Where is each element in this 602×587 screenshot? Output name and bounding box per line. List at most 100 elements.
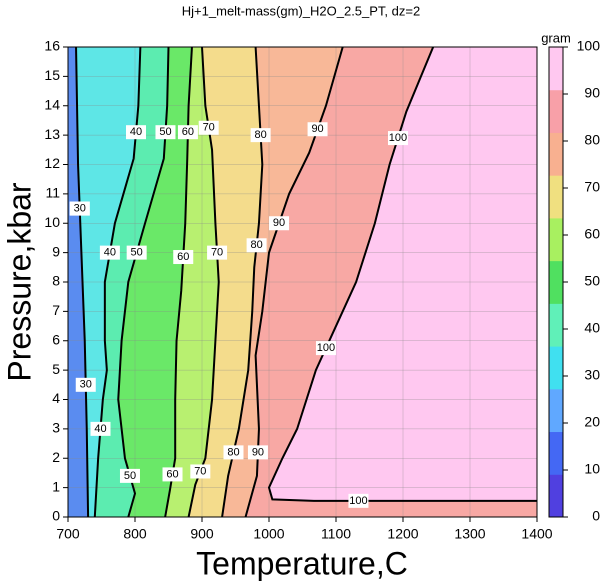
contour-label: 60 xyxy=(166,468,178,480)
colorbar-tick-label: 70 xyxy=(584,179,600,195)
colorbar-segment xyxy=(549,431,563,475)
y-tick-label: 0 xyxy=(52,508,60,524)
colorbar-tick-label: 10 xyxy=(584,461,600,477)
chart-title: Hj+1_melt-mass(gm)_H2O_2.5_PT, dz=2 xyxy=(182,3,420,18)
colorbar-tick-label: 20 xyxy=(584,414,600,430)
colorbar-segment xyxy=(549,89,563,133)
contour-label: 80 xyxy=(250,239,262,251)
colorbar-tick-label: 0 xyxy=(592,508,600,524)
contour-label-bg xyxy=(269,216,290,231)
y-tick-label: 13 xyxy=(44,126,60,142)
colorbar-segment xyxy=(549,175,563,219)
colorbar-tick-label: 30 xyxy=(584,367,600,383)
colorbar-segment xyxy=(549,303,563,347)
contour-label: 100 xyxy=(389,132,407,144)
contour-label-bg xyxy=(162,467,183,482)
contour-label: 70 xyxy=(203,122,215,134)
colorbar-segment xyxy=(549,388,563,433)
y-tick-label: 15 xyxy=(44,67,60,83)
y-tick-label: 5 xyxy=(52,361,60,377)
y-tick-label: 3 xyxy=(52,420,60,436)
colorbar-tick-label: 60 xyxy=(584,226,600,242)
y-tick-label: 11 xyxy=(45,185,60,201)
contour-label-bg xyxy=(207,245,228,260)
y-tick-label: 16 xyxy=(44,38,60,54)
x-tick-label: 1000 xyxy=(253,526,284,542)
contour-label: 90 xyxy=(273,217,285,229)
contour-label-bg xyxy=(307,122,328,137)
x-tick-label: 800 xyxy=(123,526,147,542)
colorbar-segment xyxy=(549,217,563,262)
colorbar-tick-label: 90 xyxy=(584,85,600,101)
y-tick-label: 8 xyxy=(52,273,60,289)
colorbar-tick-label: 40 xyxy=(584,320,600,336)
y-axis-label: Pressure,kbar xyxy=(1,182,37,382)
contour-label-bg xyxy=(198,120,219,135)
contour-label: 100 xyxy=(317,342,335,354)
contour-label: 40 xyxy=(104,247,116,259)
contour-label: 70 xyxy=(194,465,206,477)
contour-label-bg xyxy=(348,493,369,508)
colorbar-segment xyxy=(549,260,563,304)
y-tick-label: 10 xyxy=(44,214,60,230)
contour-label-bg xyxy=(190,464,211,479)
contour-label: 80 xyxy=(255,129,267,141)
contour-label: 30 xyxy=(74,202,86,214)
colorbar-segment xyxy=(549,132,563,176)
contour-label-bg xyxy=(119,468,140,483)
x-tick-label: 1400 xyxy=(521,526,552,542)
y-tick-label: 12 xyxy=(44,155,60,171)
contour-label-bg xyxy=(155,125,176,140)
contour-label-bg xyxy=(126,245,147,260)
contour-label: 70 xyxy=(211,247,223,259)
contour-label: 90 xyxy=(311,123,323,135)
contour-label-bg xyxy=(173,250,194,265)
contour-label-bg xyxy=(246,238,267,253)
contour-label: 60 xyxy=(182,126,194,138)
contour-label-bg xyxy=(177,125,198,140)
colorbar-segment xyxy=(549,47,563,91)
contour-label-bg xyxy=(247,445,268,460)
contour-label-bg xyxy=(126,125,147,140)
x-tick-label: 1100 xyxy=(321,526,351,542)
x-axis-label: Temperature,C xyxy=(196,545,408,581)
x-tick-label: 700 xyxy=(56,526,80,542)
y-tick-label: 2 xyxy=(52,449,60,465)
colorbar-segment xyxy=(549,346,563,390)
contour-label-bg xyxy=(69,201,90,216)
contour-label: 50 xyxy=(131,247,143,259)
contour-label: 90 xyxy=(252,446,264,458)
contour-label-bg xyxy=(315,341,336,356)
contour-label: 60 xyxy=(177,251,189,263)
x-tick-label: 1200 xyxy=(387,526,418,542)
y-tick-label: 1 xyxy=(52,478,60,494)
colorbar-tick-label: 80 xyxy=(584,132,600,148)
y-tick-label: 7 xyxy=(52,302,60,318)
y-tick-label: 4 xyxy=(52,390,60,406)
contour-label: 40 xyxy=(130,126,142,138)
contour-label-bg xyxy=(75,377,96,392)
contour-label-bg xyxy=(250,128,271,143)
contour-line xyxy=(75,46,90,518)
x-tick-label: 1300 xyxy=(454,526,485,542)
contour-line xyxy=(267,46,537,502)
colorbar-label: gram xyxy=(541,30,571,45)
contour-label-bg xyxy=(90,421,111,436)
contour-label: 50 xyxy=(124,470,136,482)
contour-label-bg xyxy=(387,131,408,146)
colorbar-tick-label: 100 xyxy=(577,38,601,54)
y-tick-label: 14 xyxy=(44,96,60,112)
contour-label: 50 xyxy=(159,126,171,138)
contour-label-bg xyxy=(99,245,120,260)
y-tick-label: 6 xyxy=(52,331,60,347)
contour-label-bg xyxy=(223,445,244,460)
x-tick-label: 900 xyxy=(190,526,214,542)
contour-label: 30 xyxy=(80,379,92,391)
contour-label: 80 xyxy=(227,446,239,458)
contour-label: 100 xyxy=(349,495,367,507)
colorbar-tick-label: 50 xyxy=(584,273,600,289)
colorbar-segment xyxy=(549,474,563,518)
contour-label: 40 xyxy=(94,423,106,435)
y-tick-label: 9 xyxy=(52,243,60,259)
